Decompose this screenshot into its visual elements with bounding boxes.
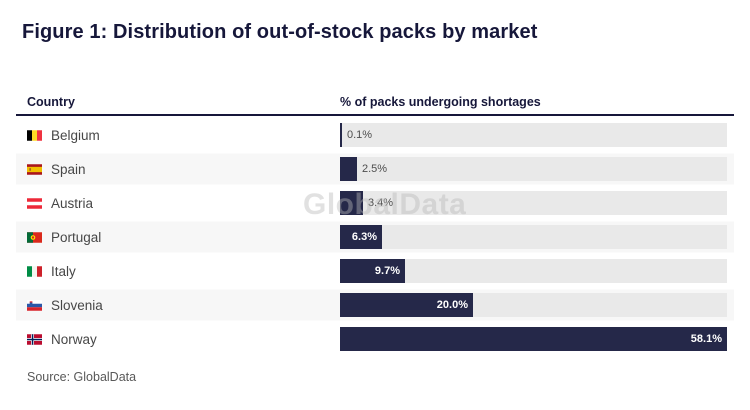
austria-flag-icon xyxy=(27,197,42,209)
table-row: Spain 2.5% xyxy=(16,152,734,186)
value-label: 58.1% xyxy=(690,333,722,345)
value-bar xyxy=(340,157,357,181)
table-row: Austria 3.4% xyxy=(16,186,734,220)
slovenia-flag-icon xyxy=(27,299,42,311)
bar-track: 3.4% xyxy=(340,191,727,215)
country-cell: Belgium xyxy=(16,128,340,143)
country-label: Norway xyxy=(51,331,97,347)
figure-body: Country % of packs undergoing shortages … xyxy=(16,88,734,356)
bar-track: 58.1% xyxy=(340,327,727,351)
value-label: 3.4% xyxy=(368,197,394,209)
country-label: Portugal xyxy=(51,229,102,245)
chart-rows: Belgium 0.1% Spain 2.5% Austria 3.4% Portugal 6… xyxy=(16,116,734,356)
value-bar: 20.0% xyxy=(340,293,473,317)
value-label: 2.5% xyxy=(362,163,388,175)
bar-track: 6.3% xyxy=(340,225,727,249)
country-cell: Portugal xyxy=(16,230,340,245)
value-bar: 9.7% xyxy=(340,259,405,283)
country-cell: Slovenia xyxy=(16,298,340,313)
bar-track: 0.1% xyxy=(340,123,727,147)
values-column-header: % of packs undergoing shortages xyxy=(340,95,541,109)
country-label: Slovenia xyxy=(51,297,103,313)
value-bar xyxy=(340,123,342,147)
value-label: 6.3% xyxy=(351,231,377,243)
value-label: 9.7% xyxy=(374,265,400,277)
country-label: Spain xyxy=(51,161,86,177)
italy-flag-icon xyxy=(27,265,42,277)
country-cell: Norway xyxy=(16,332,340,347)
norway-flag-icon xyxy=(27,333,42,345)
portugal-flag-icon xyxy=(27,231,42,243)
table-row: Slovenia 20.0% xyxy=(16,288,734,322)
bar-track: 20.0% xyxy=(340,293,727,317)
country-label: Belgium xyxy=(51,127,100,143)
value-bar: 58.1% xyxy=(340,327,727,351)
belgium-flag-icon xyxy=(27,129,42,141)
country-label: Austria xyxy=(51,195,94,211)
table-header: Country % of packs undergoing shortages xyxy=(16,88,734,116)
value-bar: 6.3% xyxy=(340,225,382,249)
table-row: Italy 9.7% xyxy=(16,254,734,288)
country-column-header: Country xyxy=(27,95,75,109)
table-row: Belgium 0.1% xyxy=(16,118,734,152)
value-label: 20.0% xyxy=(436,299,468,311)
country-cell: Italy xyxy=(16,264,340,279)
country-label: Italy xyxy=(51,263,76,279)
source-attribution: Source: GlobalData xyxy=(27,370,137,384)
country-cell: Spain xyxy=(16,162,340,177)
bar-track: 9.7% xyxy=(340,259,727,283)
table-row: Norway 58.1% xyxy=(16,322,734,356)
figure-title: Figure 1: Distribution of out-of-stock p… xyxy=(22,21,538,43)
table-row: Portugal 6.3% xyxy=(16,220,734,254)
value-bar xyxy=(340,191,363,215)
value-label: 0.1% xyxy=(347,129,373,141)
country-cell: Austria xyxy=(16,196,340,211)
spain-flag-icon xyxy=(27,163,42,175)
bar-track: 2.5% xyxy=(340,157,727,181)
